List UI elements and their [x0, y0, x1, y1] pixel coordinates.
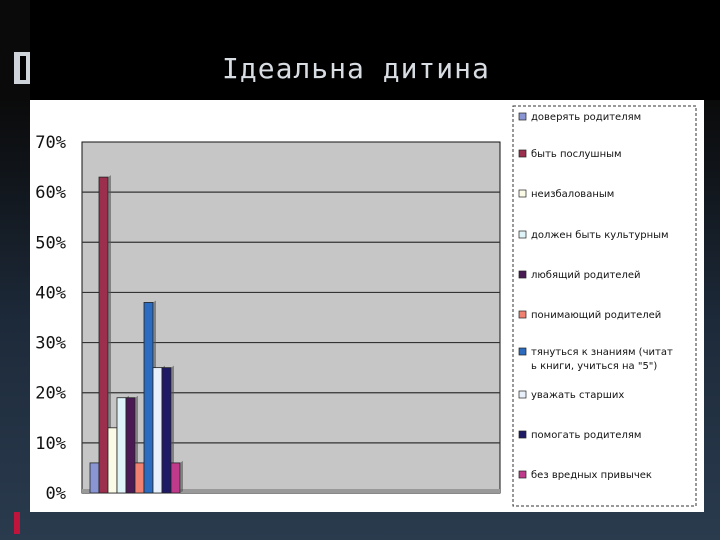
y-tick-label: 30%: [35, 334, 66, 354]
bar: [116, 397, 127, 494]
legend-swatch: [518, 390, 527, 399]
bar-chart: 0% 10% 20% 30% 40% 50% 60% 70% доверять родителя…: [35, 105, 697, 507]
y-tick-label: 0%: [46, 484, 66, 504]
legend-swatch: [518, 230, 527, 239]
legend-swatch: [518, 270, 527, 279]
bar: [170, 462, 181, 494]
bar: [161, 367, 172, 494]
legend-label: доверять родителям: [531, 112, 641, 123]
bar: [125, 397, 136, 494]
legend-label: уважать старших: [531, 390, 624, 401]
legend-swatch: [518, 310, 527, 319]
legend-label-cont: ь книги, учиться на "5"): [531, 361, 657, 372]
legend-label: должен быть культурным: [531, 230, 669, 241]
legend-swatch: [518, 470, 527, 479]
legend-swatch: [518, 149, 527, 158]
y-tick-label: 10%: [35, 434, 66, 454]
title-band: [30, 0, 720, 100]
legend-label: помогать родителям: [531, 430, 641, 441]
bar-side: [108, 175, 111, 493]
y-tick-label: 70%: [35, 133, 66, 153]
legend-label: понимающий родителей: [531, 310, 661, 321]
y-tick-label: 20%: [35, 384, 66, 404]
plot-floor: [82, 489, 500, 493]
bar: [134, 462, 145, 494]
bar: [107, 427, 118, 494]
legend-label: неизбалованым: [531, 189, 614, 200]
legend-box: [512, 105, 697, 507]
legend-label: любящий родителей: [531, 270, 641, 281]
y-tick-label: 40%: [35, 283, 66, 303]
bar-side: [171, 365, 174, 493]
chart-card: 0% 10% 20% 30% 40% 50% 60% 70% доверять родителя…: [30, 100, 704, 512]
bar: [143, 302, 154, 494]
bar: [89, 462, 100, 494]
legend-swatch: [518, 112, 527, 121]
legend-label: быть послушным: [531, 149, 622, 160]
bar: [152, 367, 163, 494]
slide-title: Ідеальна дитина: [222, 52, 490, 85]
legend-swatch: [518, 430, 527, 439]
bottom-accent-bar: [14, 512, 20, 534]
bar: [98, 176, 109, 494]
legend-swatch: [518, 189, 527, 198]
bar-side: [180, 460, 183, 493]
title-accent-notch: [20, 56, 26, 80]
legend-label: тянуться к знаниям (читат: [531, 347, 673, 358]
legend-swatch: [518, 347, 527, 356]
legend-label: без вредных привычек: [531, 470, 652, 481]
y-tick-label: 50%: [35, 233, 66, 253]
y-tick-label: 60%: [35, 183, 66, 203]
